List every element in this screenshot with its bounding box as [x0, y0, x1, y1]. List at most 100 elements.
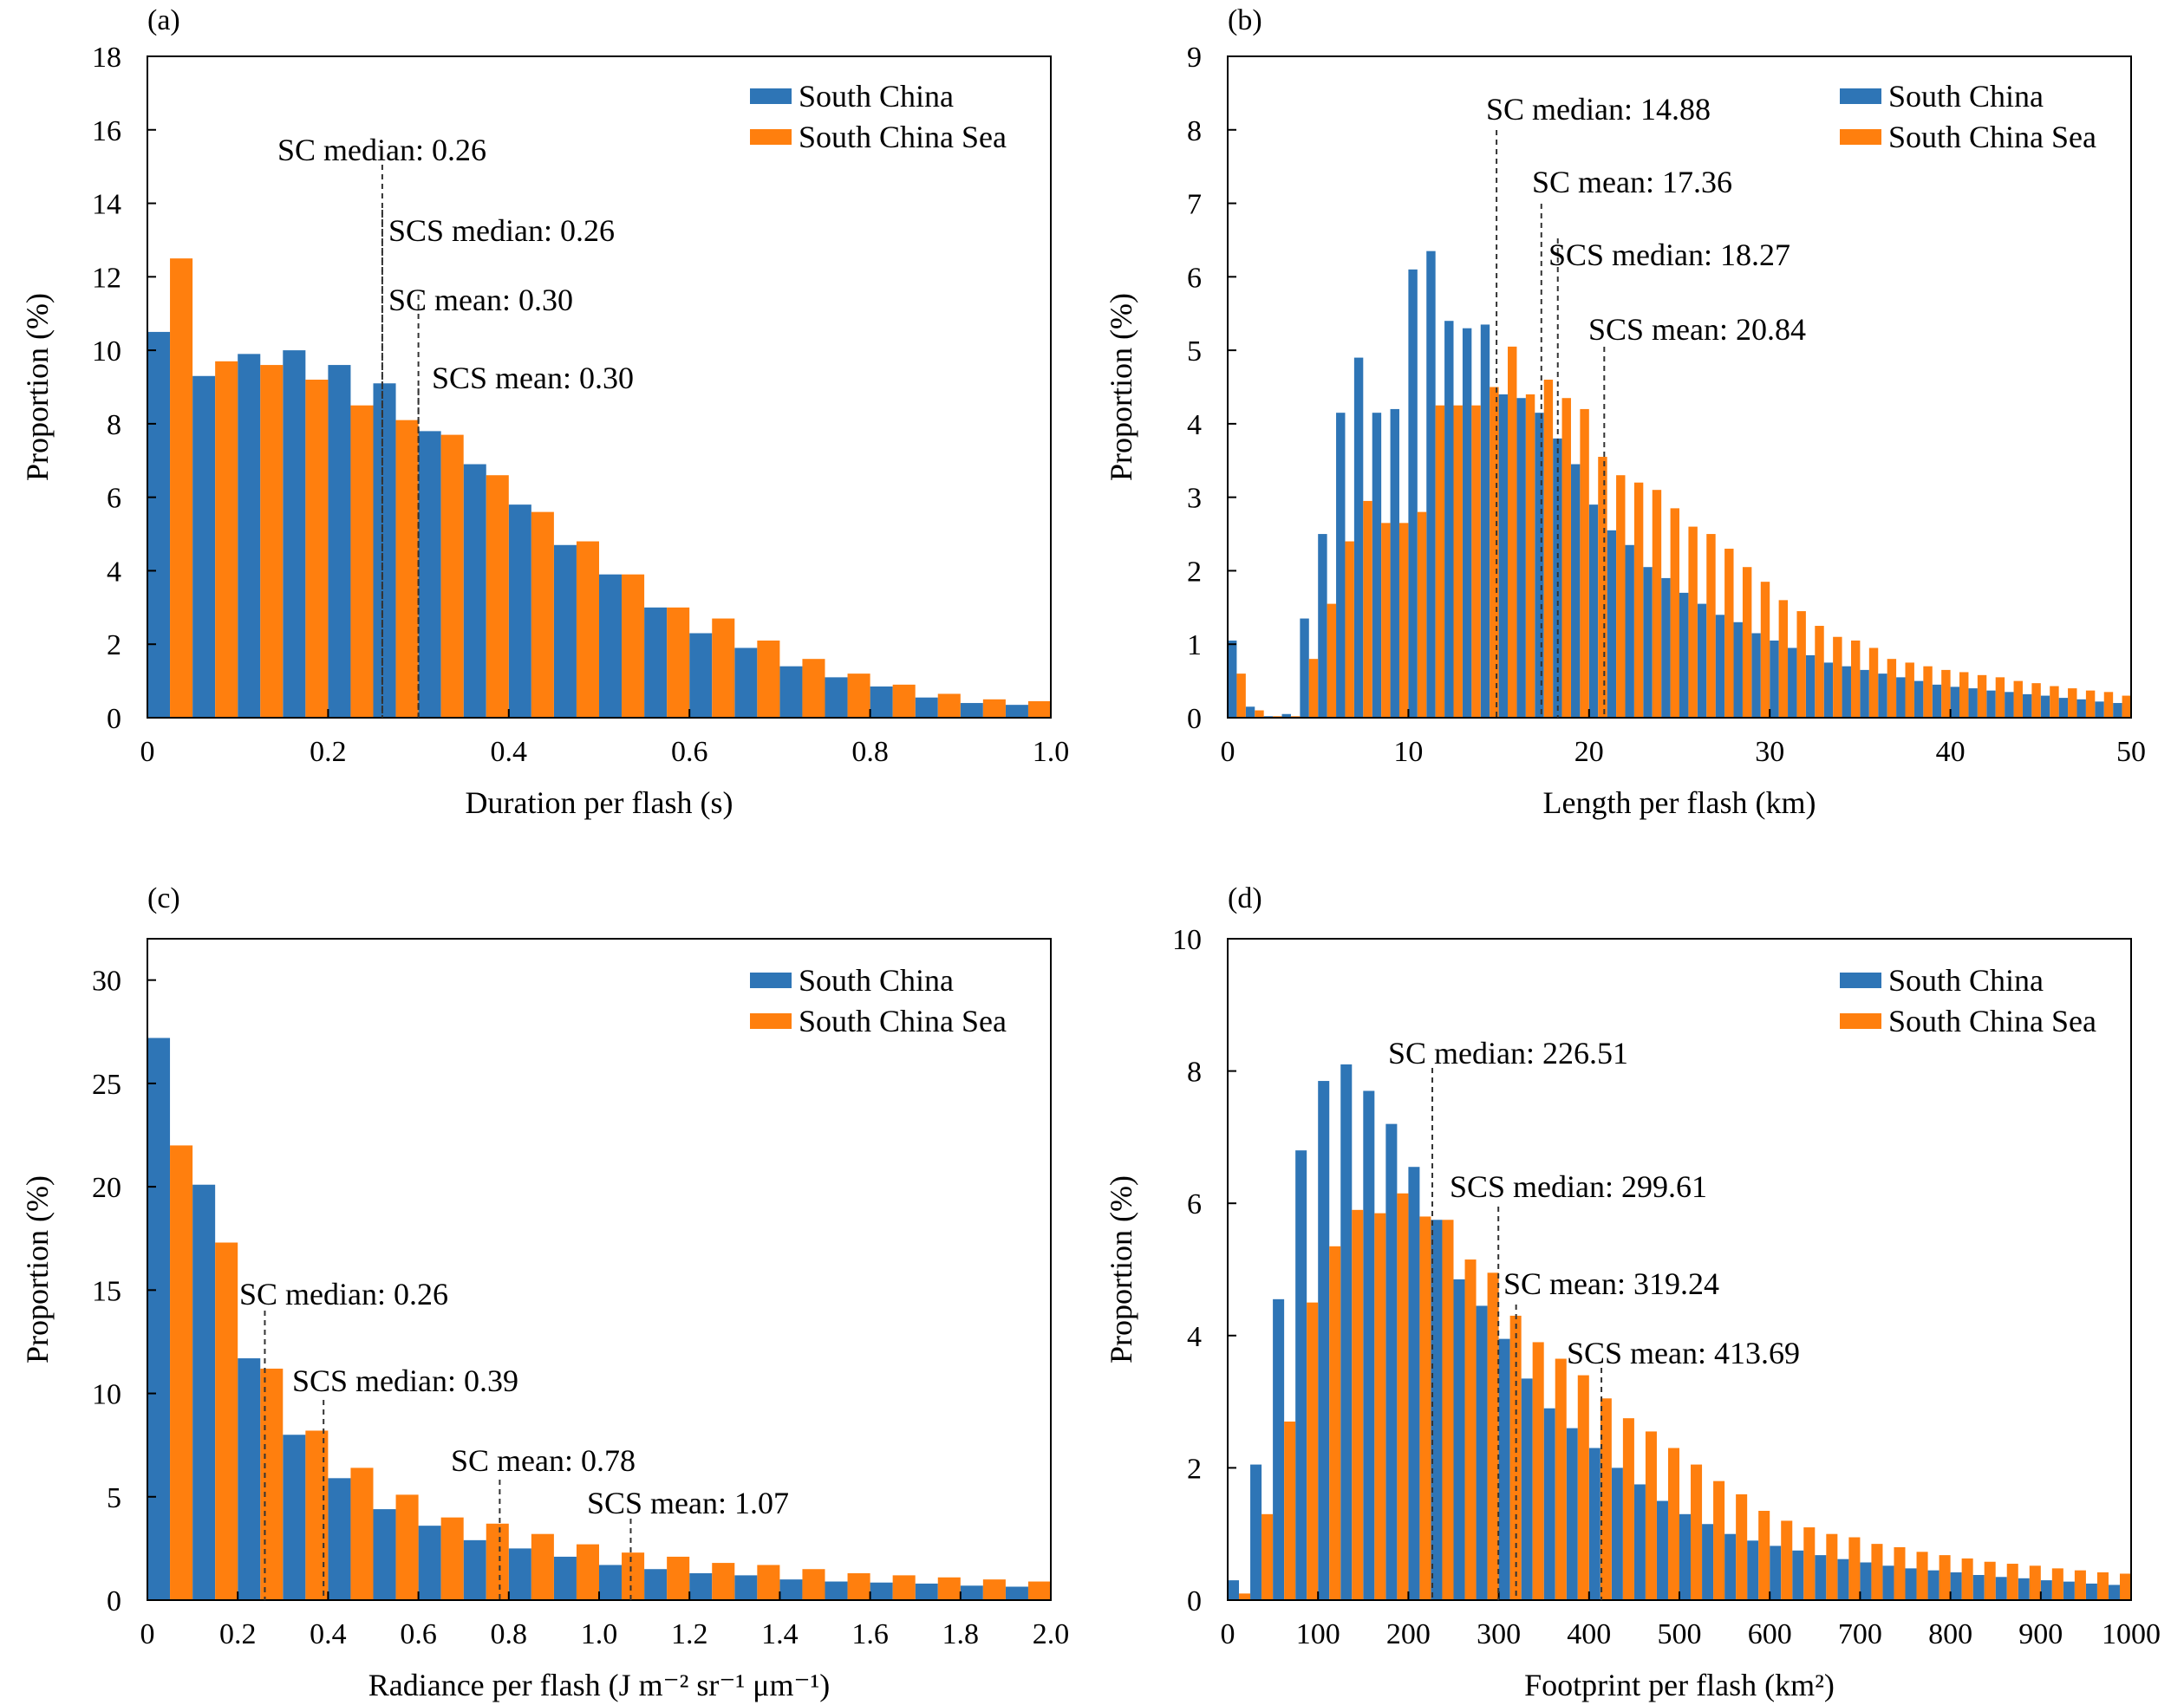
y-tick-label: 9 [1187, 42, 1202, 74]
x-tick-label: 700 [1838, 1618, 1882, 1650]
bar-south-china-sea [215, 1242, 238, 1600]
bar-south-china [1842, 666, 1851, 718]
bar-south-china [147, 1038, 171, 1600]
y-tick-label: 0 [1187, 703, 1202, 735]
y-tick-label: 4 [107, 556, 121, 588]
bar-south-china [1643, 567, 1653, 718]
bar-south-china-sea [1803, 1527, 1816, 1600]
y-tick-label: 0 [107, 1585, 121, 1617]
bar-south-china [192, 375, 216, 718]
bar-south-china-sea [1758, 1510, 1770, 1600]
panel-label: (b) [1228, 4, 1262, 36]
y-tick-label: 4 [1187, 1321, 1202, 1353]
bar-south-china-sea [757, 640, 780, 718]
bar-south-china [2022, 693, 2032, 718]
bar-south-china [328, 1478, 351, 1600]
bar-south-china-sea [1667, 1448, 1679, 1600]
bar-south-china [463, 1539, 486, 1600]
panel-label: (c) [147, 882, 180, 914]
bar-south-china [1363, 1090, 1375, 1600]
bar-south-china [1913, 680, 1924, 718]
x-tick-label: 1.0 [581, 1618, 618, 1650]
bar-south-china [373, 1509, 396, 1600]
bar-south-china [373, 383, 396, 718]
x-tick-label: 1.8 [942, 1618, 980, 1650]
bar-south-china [1860, 1562, 1872, 1600]
bar-south-china-sea [1736, 1494, 1748, 1600]
y-tick-label: 1 [1187, 629, 1202, 661]
bar-south-china [1950, 1572, 1962, 1600]
x-tick-label: 400 [1567, 1618, 1611, 1650]
bar-south-china [2005, 692, 2014, 718]
chart-panel-4: 0 100 200 300 400 500 600 700 800 900 1000 0 2 4 6 8 10 F… [1104, 882, 2161, 1702]
bar-south-china [1679, 592, 1689, 718]
bar-south-china-sea [2074, 1570, 2086, 1600]
bar-south-china [1788, 648, 1797, 718]
x-tick-label: 0.8 [851, 736, 889, 768]
bar-south-china [599, 1565, 623, 1600]
bar-south-china-sea [2119, 1573, 2131, 1600]
bar-south-china-sea [1525, 394, 1535, 718]
bar-south-china [1498, 394, 1509, 718]
y-axis-title: Proportion (%) [1104, 293, 1138, 481]
bar-south-china [1250, 1464, 1262, 1600]
bar-south-china-sea [622, 574, 645, 718]
y-tick-label: 10 [92, 1379, 121, 1411]
x-tick-label: 2.0 [1033, 1618, 1070, 1650]
legend-swatch-south-china-sea [750, 129, 792, 145]
annotation-label: SCS mean: 0.30 [432, 361, 634, 395]
bar-south-china-sea [1868, 648, 1879, 718]
bar-south-china-sea [576, 541, 599, 718]
y-tick-label: 5 [1187, 335, 1202, 368]
bar-south-china-sea [2051, 1568, 2063, 1600]
bar-south-china [1228, 640, 1237, 718]
bar-south-china [1715, 615, 1725, 718]
annotation-label: SCS median: 0.39 [292, 1363, 518, 1398]
bar-south-china [689, 1573, 713, 1600]
bar-south-china [418, 431, 441, 718]
bar-south-china [1972, 1575, 1985, 1600]
legend-swatch-south-china-sea [1840, 1013, 1881, 1029]
bar-south-china-sea [531, 511, 554, 718]
bar-south-china [2058, 698, 2069, 718]
bar-south-china-sea [2013, 680, 2023, 718]
bar-south-china [1444, 321, 1454, 718]
bar-south-china-sea [1724, 549, 1734, 718]
y-tick-label: 0 [1187, 1585, 1202, 1617]
bar-south-china [599, 574, 623, 718]
x-axis-title: Length per flash (km) [1543, 785, 1816, 820]
bar-south-china-sea [486, 475, 509, 718]
bar-south-china [1905, 1568, 1917, 1600]
bar-south-china-sea [1778, 600, 1789, 718]
annotation-label: SC median: 14.88 [1486, 92, 1711, 127]
bar-south-china [238, 1358, 261, 1600]
bar-south-china [1770, 640, 1779, 718]
x-tick-label: 0.8 [491, 1618, 528, 1650]
bar-south-china [1566, 1428, 1578, 1600]
bar-south-china [1950, 687, 1960, 718]
annotation-label: SCS mean: 413.69 [1567, 1336, 1800, 1370]
legend: South China South China Sea [750, 963, 1007, 1038]
bar-south-china-sea [1939, 1555, 1951, 1600]
bar-south-china [644, 1569, 668, 1600]
y-tick-label: 2 [107, 629, 121, 661]
x-tick-label: 0 [1221, 736, 1235, 768]
y-tick-label: 4 [1187, 409, 1202, 441]
bar-south-china [1860, 669, 1869, 718]
annotation-label: SCS mean: 20.84 [1588, 312, 1806, 347]
bar-south-china [1318, 534, 1327, 718]
bar-south-china [1702, 1524, 1714, 1600]
bars [147, 1038, 1051, 1601]
bar-south-china-sea [531, 1533, 554, 1600]
bar-south-china [283, 1435, 306, 1600]
panel-label: (a) [147, 4, 180, 36]
x-tick-label: 1.6 [851, 1618, 889, 1650]
x-tick-label: 800 [1928, 1618, 1972, 1650]
bar-south-china-sea [1984, 1561, 1996, 1600]
bar-south-china-sea [1345, 541, 1354, 718]
bar-south-china [1228, 1580, 1240, 1600]
bar-south-china-sea [395, 1494, 419, 1600]
y-tick-label: 8 [107, 409, 121, 441]
bar-south-china [1480, 324, 1490, 718]
